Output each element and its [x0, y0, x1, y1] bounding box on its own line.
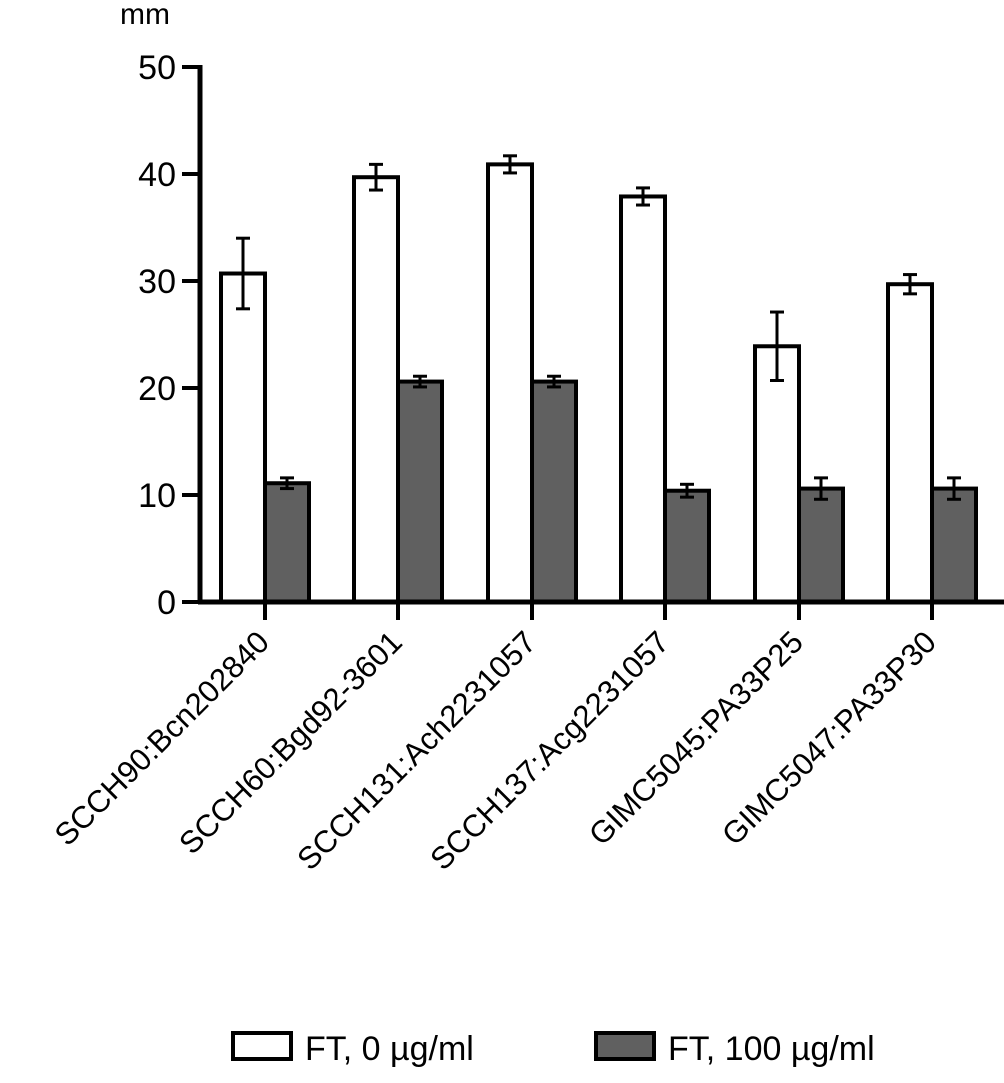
bar-ft-100 [797, 486, 845, 604]
category-label: SCCH90:Bcn202840 [48, 624, 276, 852]
y-tick-label: 10 [138, 477, 176, 515]
axes [197, 65, 1004, 605]
bar-ft-0 [219, 271, 267, 604]
y-tick-label: 50 [138, 49, 176, 87]
y-axis-unit-label: mm [120, 0, 170, 31]
bar-series [219, 162, 978, 605]
bar-ft-100 [930, 486, 978, 604]
legend-swatch-ft-0 [231, 1031, 293, 1061]
bar-ft-100 [530, 379, 578, 604]
bar-ft-0 [619, 194, 667, 604]
bar-ft-100 [663, 488, 711, 604]
bar-ft-0 [352, 175, 400, 605]
bar-ft-0 [886, 282, 934, 604]
legend-label-ft-100: FT, 100 µg/ml [668, 1030, 875, 1068]
bar-ft-100 [263, 481, 311, 605]
y-tick-label: 0 [157, 584, 176, 622]
bar-ft-100 [396, 379, 444, 604]
y-tick-label: 40 [138, 156, 176, 194]
legend-label-ft-0: FT, 0 µg/ml [305, 1030, 474, 1068]
legend: FT, 0 µg/ml FT, 100 µg/ml [231, 1030, 875, 1068]
y-tick-label: 30 [138, 263, 176, 301]
category-labels: SCCH90:Bcn202840SCCH60:Bgd92-3601SCCH131… [48, 602, 943, 877]
category-label: SCCH60:Bgd92-3601 [172, 624, 409, 861]
category-label: SCCH137:Acg2231057 [423, 624, 676, 877]
category-label: SCCH131:Ach2231057 [290, 624, 543, 877]
bar-ft-0 [753, 344, 801, 604]
y-tick-label: 20 [138, 370, 176, 408]
error-bars [236, 154, 961, 501]
category-label: GIMC5047:PA33P30 [715, 624, 943, 852]
y-axis-ticks: 0 10 20 30 40 50 [138, 49, 200, 622]
bar-ft-0 [486, 162, 534, 604]
legend-swatch-ft-100 [594, 1031, 656, 1061]
